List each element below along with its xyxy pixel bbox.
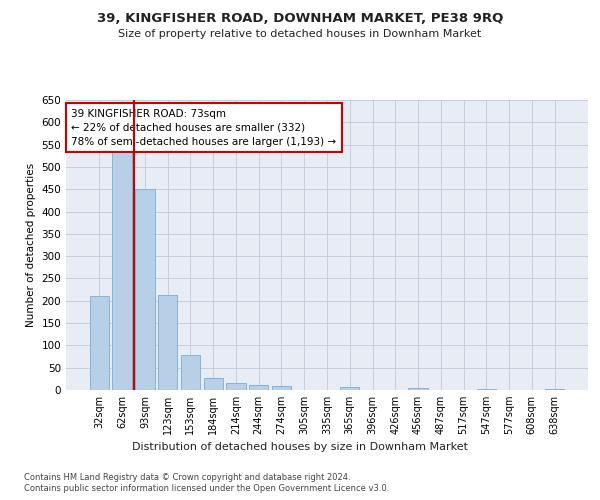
Bar [112,152,132,390]
Bar [90,296,109,390]
Bar [340,388,359,390]
Bar [135,189,155,390]
Text: Size of property relative to detached houses in Downham Market: Size of property relative to detached ho… [118,29,482,39]
Y-axis label: Number of detached properties: Number of detached properties [26,163,36,327]
Text: 39 KINGFISHER ROAD: 73sqm
← 22% of detached houses are smaller (332)
78% of semi: 39 KINGFISHER ROAD: 73sqm ← 22% of detac… [71,108,337,146]
Bar [545,388,564,390]
Bar [203,378,223,390]
Text: 39, KINGFISHER ROAD, DOWNHAM MARKET, PE38 9RQ: 39, KINGFISHER ROAD, DOWNHAM MARKET, PE3… [97,12,503,26]
Text: Contains HM Land Registry data © Crown copyright and database right 2024.: Contains HM Land Registry data © Crown c… [24,472,350,482]
Bar [181,355,200,390]
Bar [158,296,178,390]
Text: Distribution of detached houses by size in Downham Market: Distribution of detached houses by size … [132,442,468,452]
Bar [409,388,428,390]
Bar [249,385,268,390]
Text: Contains public sector information licensed under the Open Government Licence v3: Contains public sector information licen… [24,484,389,493]
Bar [476,388,496,390]
Bar [272,386,291,390]
Bar [226,384,245,390]
